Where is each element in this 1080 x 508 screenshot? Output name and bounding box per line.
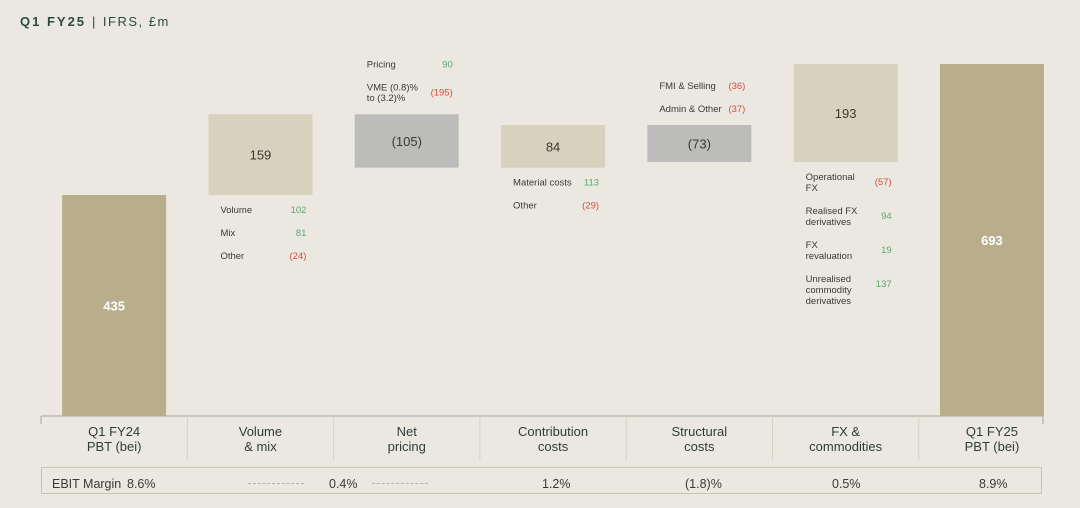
category-label-4: Structural costs — [672, 424, 728, 454]
breakdown-value-5-1: 94 — [881, 211, 892, 222]
category-label-3: Contribution costs — [518, 424, 588, 454]
category-label-6: Q1 FY25 PBT (bei) — [965, 424, 1020, 454]
bar-2 — [354, 114, 459, 168]
waterfall-chart: 435 159 (105) 84 (73) 193 693 Q1 FY24 PBT (bei) V… — [40, 59, 1044, 460]
ebit-dashes-right — [372, 483, 428, 484]
breakdown-name-1-1: Mix — [220, 228, 235, 239]
breakdown-value-2-1: (195) — [431, 87, 453, 98]
breakdown-name-2-1: VME (0.8)% to (3.2)% — [367, 82, 419, 104]
breakdown-name-3-0: Material costs — [513, 178, 572, 189]
ebit-dashes-left — [248, 483, 304, 484]
ebit-margin-end: 8.9% — [979, 477, 1008, 491]
bar-6 — [939, 64, 1044, 416]
breakdown-value-1-0: 102 — [291, 205, 307, 216]
bar-value-label-3: 84 — [546, 139, 560, 154]
breakdown-name-1-2: Other — [220, 251, 244, 262]
breakdown-value-1-2: (24) — [290, 251, 307, 262]
breakdown-value-3-0: 113 — [584, 178, 599, 189]
ebit-margin-label: EBIT Margin — [52, 477, 122, 491]
breakdown-value-3-1: (29) — [582, 201, 599, 212]
breakdown-value-1-1: 81 — [296, 228, 307, 239]
title-period: Q1 FY25 — [20, 14, 87, 29]
breakdown-name-5-3: Unrealised commodity derivatives — [806, 274, 852, 307]
breakdown-name-1-0: Volume — [220, 205, 252, 216]
breakdown-value-5-2: 19 — [881, 245, 892, 256]
breakdown-value-5-3: 137 — [876, 279, 892, 290]
breakdown-value-4-0: (36) — [728, 81, 745, 92]
ebit-margin-start: 8.6% — [127, 477, 156, 491]
breakdown-name-5-0: Operational FX — [806, 172, 855, 194]
bar-0 — [62, 195, 167, 416]
page-title: Q1 FY25 | IFRS, £m — [20, 14, 170, 29]
breakdown-name-5-2: FX revaluation — [806, 240, 852, 262]
bar-value-label-6: 693 — [981, 233, 1003, 248]
bar-value-label-1: 159 — [250, 148, 272, 163]
ebit-margin-change-structural: (1.8)% — [685, 477, 722, 491]
bar-4 — [647, 124, 752, 163]
title-separator: | — [92, 14, 97, 29]
breakdown-value-2-0: 90 — [442, 59, 453, 70]
ebit-margin-change-pricing: 0.4% — [329, 477, 358, 491]
category-label-2: Net pricing — [388, 424, 426, 454]
bar-value-label-2: (105) — [392, 134, 422, 149]
ebit-margin-row — [41, 467, 1042, 494]
title-basis: IFRS, £m — [102, 14, 170, 29]
breakdown-name-5-1: Realised FX derivatives — [806, 206, 858, 228]
ebit-margin-change-contribution: 1.2% — [542, 477, 571, 491]
breakdown-name-3-1: Other — [513, 201, 537, 212]
bar-value-label-0: 435 — [103, 299, 125, 314]
breakdown-value-5-0: (57) — [875, 177, 892, 188]
bar-3 — [501, 124, 606, 168]
bar-1 — [208, 114, 313, 196]
breakdown-value-4-1: (37) — [728, 104, 745, 115]
breakdown-name-2-0: Pricing — [367, 59, 396, 70]
breakdown-name-4-1: Admin & Other — [659, 104, 721, 115]
category-label-5: FX & commodities — [809, 424, 882, 454]
ebit-margin-change-fx: 0.5% — [832, 477, 861, 491]
bar-5 — [793, 64, 898, 163]
bar-value-label-4: (73) — [688, 136, 711, 151]
bar-value-label-5: 193 — [835, 106, 857, 121]
breakdown-name-4-0: FMI & Selling — [659, 81, 716, 92]
category-label-0: Q1 FY24 PBT (bei) — [87, 424, 142, 454]
category-label-1: Volume & mix — [239, 424, 282, 454]
